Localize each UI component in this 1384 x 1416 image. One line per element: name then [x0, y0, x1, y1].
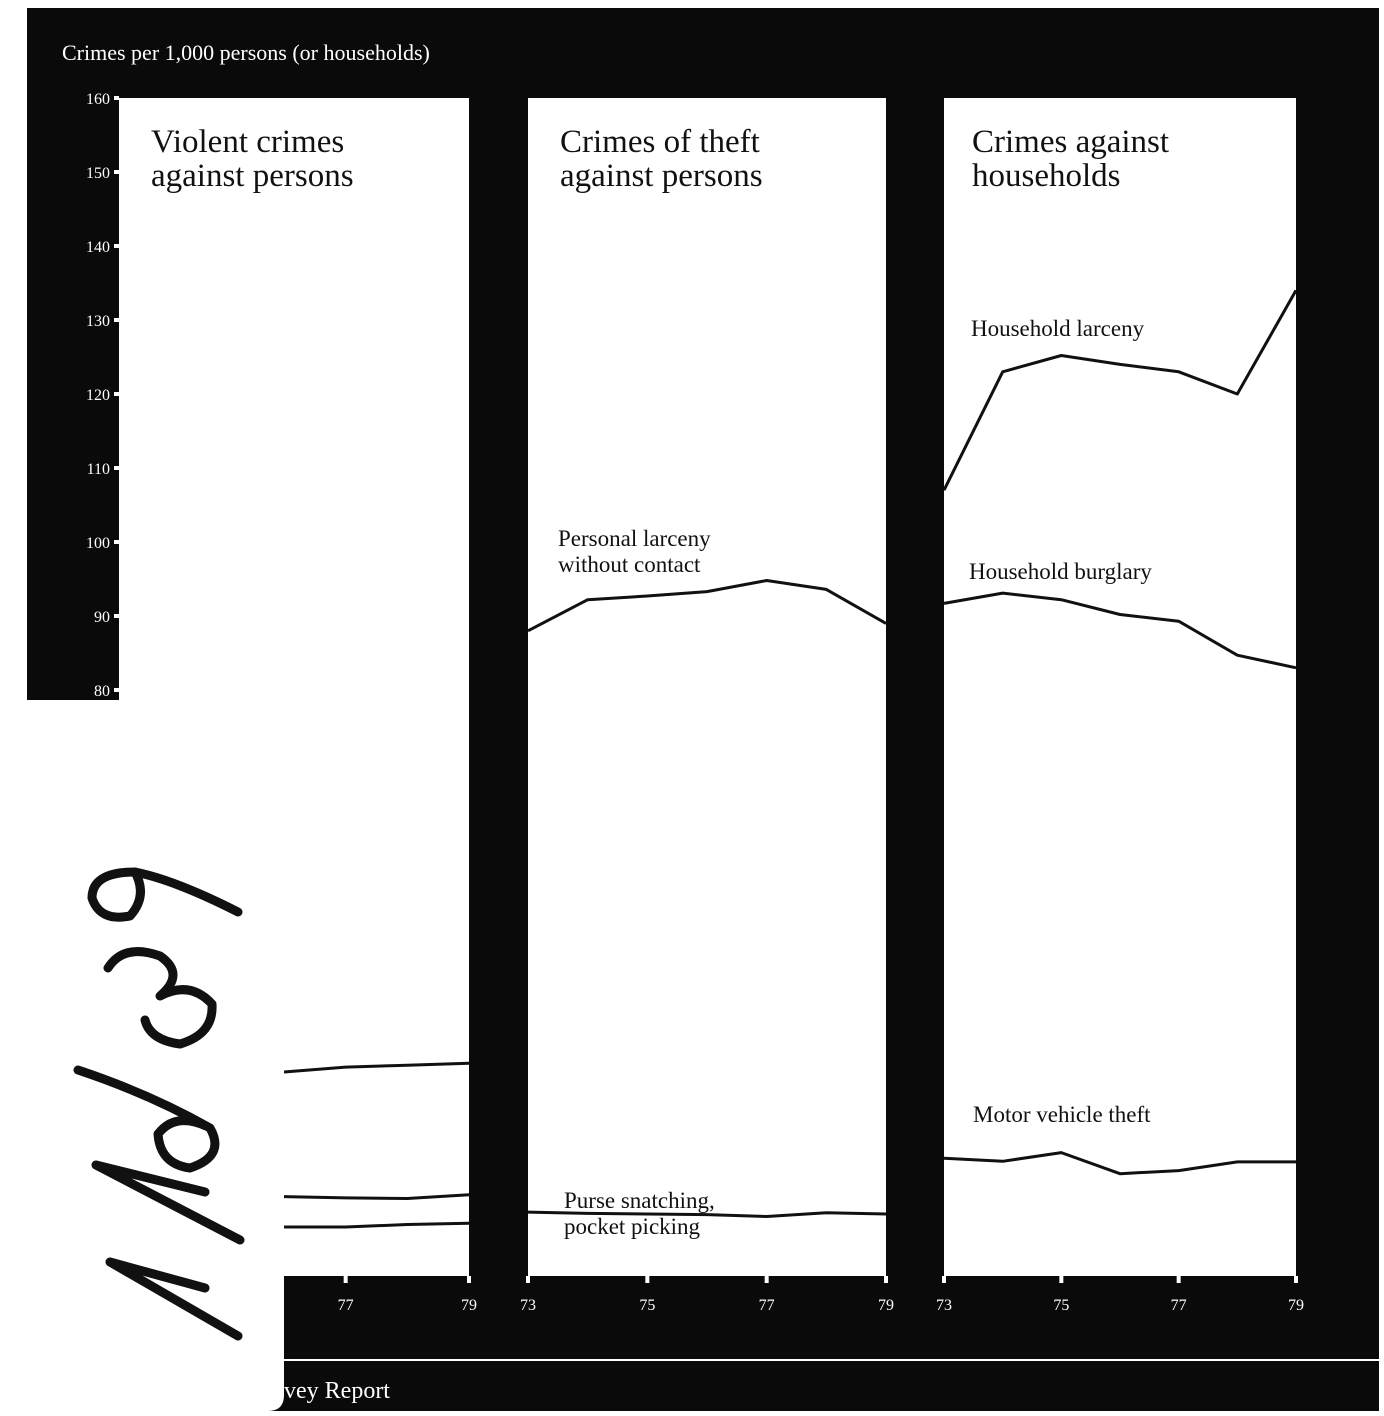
- panel-title-line: Crimes against: [972, 124, 1169, 160]
- x-tick-label-75: 75: [639, 1297, 655, 1314]
- note-card-shape: [27, 700, 284, 1411]
- x-tick-label-73: 73: [520, 1297, 536, 1314]
- x-tick-mark-77: [343, 1276, 348, 1283]
- series-line-household-larceny: [942, 289, 1298, 491]
- footer-text: vey Report: [284, 1378, 390, 1404]
- x-tick-mark-73: [526, 1276, 530, 1283]
- panel-theft-background: [528, 98, 886, 1276]
- y-tick-mark-150: [114, 170, 119, 174]
- series-label: Household burglary: [969, 559, 1152, 584]
- y-tick-mark-120: [114, 392, 119, 396]
- y-tick-label-120: 120: [86, 387, 110, 404]
- series-label: Purse snatching,: [564, 1188, 715, 1213]
- y-tick-label-140: 140: [86, 239, 110, 256]
- x-tick-label-77: 77: [338, 1297, 354, 1314]
- series-label: without contact: [558, 552, 701, 577]
- y-tick-label-100: 100: [86, 535, 110, 552]
- x-tick-label-77: 77: [1171, 1297, 1187, 1314]
- series-label: pocket picking: [564, 1214, 701, 1239]
- y-tick-mark-140: [114, 244, 119, 248]
- panel-title-line: households: [972, 158, 1121, 194]
- y-tick-mark-160: [114, 96, 119, 100]
- handwritten-note-card: 77639: [27, 700, 284, 1411]
- x-tick-label-75: 75: [1053, 1297, 1069, 1314]
- series-label: Motor vehicle theft: [973, 1102, 1151, 1127]
- x-tick-mark-77: [1176, 1276, 1181, 1283]
- y-tick-mark-130: [114, 318, 119, 322]
- y-tick-mark-80: [114, 688, 119, 692]
- y-tick-mark-100: [114, 540, 119, 544]
- series-label: Personal larceny: [558, 526, 711, 551]
- x-tick-label-79: 79: [461, 1297, 477, 1314]
- x-tick-mark-75: [1059, 1276, 1064, 1283]
- x-tick-label-77: 77: [759, 1297, 775, 1314]
- panel-title-line: Crimes of theft: [560, 124, 760, 160]
- series-line-household-burglary: [943, 591, 1297, 670]
- y-tick-label-160: 160: [86, 91, 110, 108]
- panel-households-background: [944, 98, 1296, 1276]
- series-line-personal-larceny-without-contact: [527, 579, 887, 633]
- y-axis: 80 90 100 110 120 130 140 150 160: [86, 91, 119, 700]
- x-tick-mark-73: [942, 1276, 946, 1283]
- x-tick-mark-75: [645, 1276, 650, 1283]
- x-tick-label-79: 79: [1288, 1297, 1304, 1314]
- series-line-purse-snatching-pocket-picking: [527, 1210, 887, 1218]
- x-tick-label-79: 79: [878, 1297, 894, 1314]
- x-tick-mark-79: [884, 1276, 888, 1283]
- y-tick-label-150: 150: [86, 165, 110, 182]
- x-tick-label-73: 73: [936, 1297, 952, 1314]
- x-tick-mark-77: [764, 1276, 769, 1283]
- x-tick-mark-79: [467, 1276, 471, 1283]
- y-tick-mark-110: [114, 466, 119, 470]
- panel-title-line: against persons: [151, 158, 354, 194]
- y-tick-label-130: 130: [86, 313, 110, 330]
- x-tick-mark-79: [1294, 1276, 1298, 1283]
- y-tick-mark-90: [114, 614, 119, 618]
- y-axis-title: Crimes per 1,000 persons (or households): [62, 40, 430, 65]
- panel-title-line: Violent crimes: [151, 124, 344, 160]
- y-tick-label-110: 110: [87, 461, 110, 478]
- panel-title-line: against persons: [560, 158, 763, 194]
- y-tick-label-80: 80: [94, 683, 110, 700]
- series-label: Household larceny: [971, 316, 1145, 341]
- series-line-motor-vehicle-theft: [943, 1151, 1296, 1176]
- handwritten-number: [73, 867, 245, 1341]
- y-tick-label-90: 90: [94, 609, 110, 626]
